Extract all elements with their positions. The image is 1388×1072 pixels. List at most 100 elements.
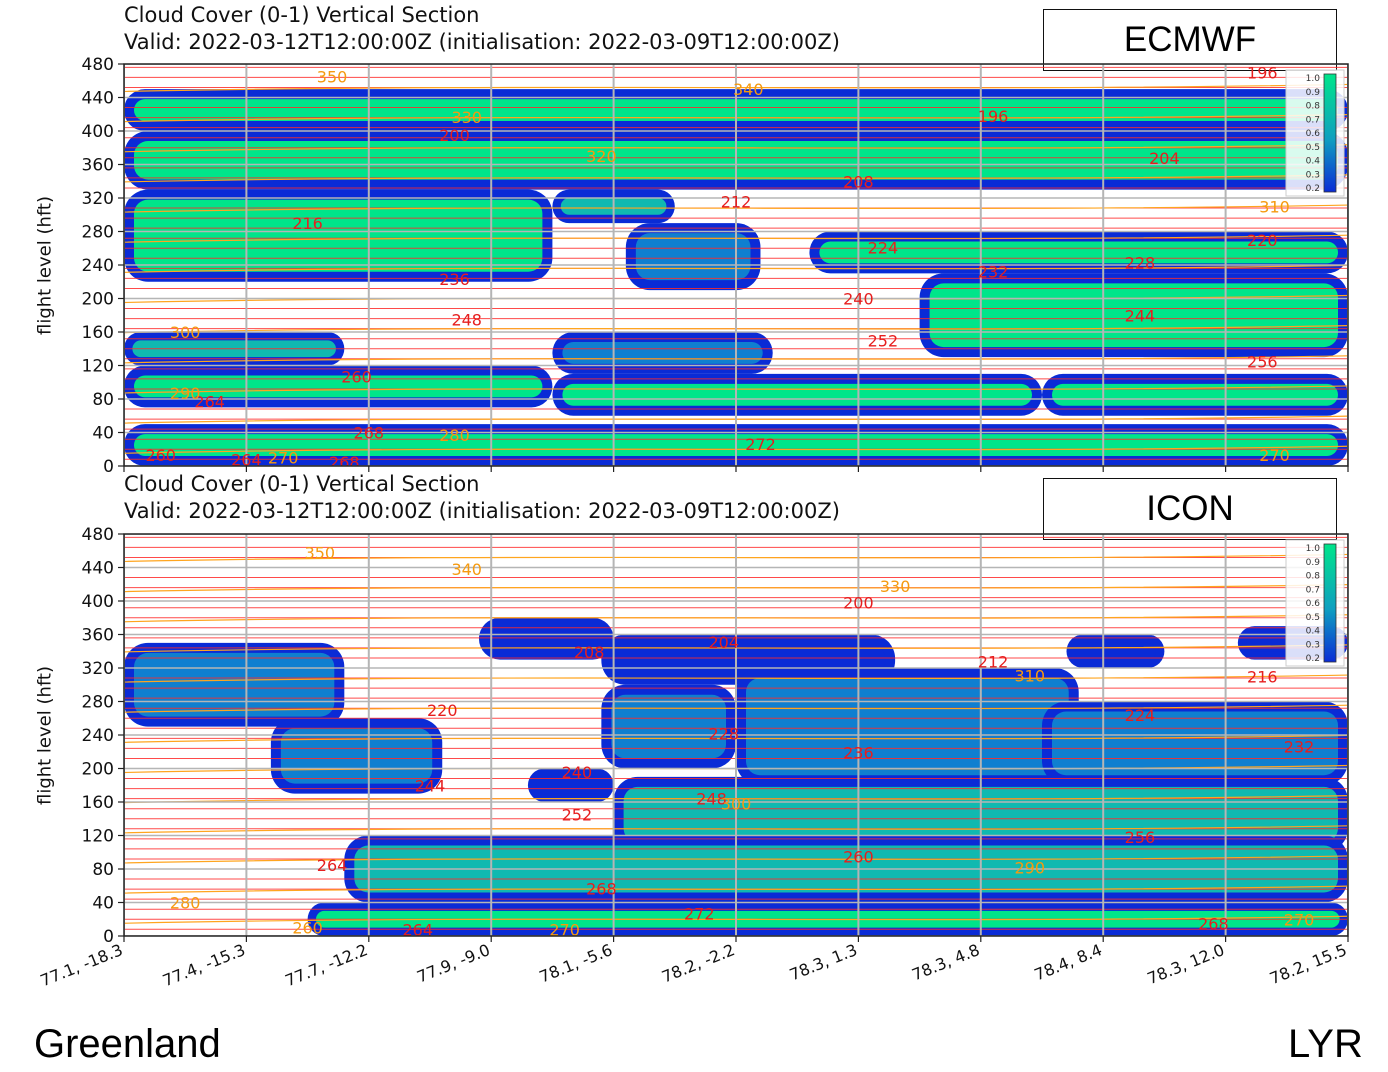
temperature-contour-label: 224: [868, 238, 899, 257]
x-tick-label: 77.7, -12.2: [282, 940, 370, 990]
y-tick-label: 480: [82, 55, 114, 75]
temperature-contour-label: 204: [708, 633, 739, 652]
cloud-layer: [635, 233, 751, 281]
theta-contour-label: 290: [1014, 858, 1045, 877]
y-tick-label: 0: [103, 927, 114, 947]
cloud-layer: [536, 776, 606, 794]
temperature-contour-label: 208: [843, 172, 874, 191]
temperature-contour-label: 244: [415, 776, 446, 795]
temperature-contour-label: 212: [721, 192, 752, 211]
colorbar-tick-label: 0.9: [1306, 88, 1321, 98]
colorbar-tick-label: 0.7: [1306, 585, 1320, 595]
colorbar-tick-label: 0.2: [1306, 184, 1320, 194]
temperature-contour-label: 264: [194, 393, 225, 412]
y-tick-label: 80: [92, 390, 114, 410]
colorbar-tick-label: 0.7: [1306, 115, 1320, 125]
theta-contour-label: 270: [268, 449, 299, 468]
temperature-contour-label: 260: [341, 367, 372, 386]
temperature-contour-label: 216: [1247, 667, 1278, 686]
cloud-layer: [562, 342, 763, 364]
temperature-contour-label: 208: [574, 643, 605, 662]
temperature-contour-label: 220: [1247, 231, 1278, 250]
temperature-contour-label: 240: [843, 290, 874, 309]
temperature-contour-label: 236: [439, 270, 470, 289]
theta-contour-label: 300: [721, 795, 752, 814]
temperature-contour-label: 232: [978, 263, 1009, 282]
cloud-layer: [280, 728, 433, 784]
bottom-panel-title: Cloud Cover (0-1) Vertical Section: [124, 472, 480, 496]
theta-contour-label: 270: [1259, 446, 1290, 465]
temperature-contour-label: 252: [868, 331, 899, 350]
x-tick-label: 78.1, -5.6: [537, 940, 616, 986]
colorbar-tick-label: 0.8: [1306, 572, 1321, 582]
x-tick-label: 77.4, -15.3: [160, 940, 248, 990]
bottom-model-label: ICON: [1043, 478, 1337, 540]
theta-contour-label: 310: [1014, 667, 1045, 686]
temperature-contour-label: 260: [843, 847, 874, 866]
temperature-contour-label: 268: [329, 453, 360, 472]
colorbar-tick-label: 0.4: [1306, 157, 1321, 167]
colorbar-tick-label: 0.9: [1306, 558, 1321, 568]
colorbar-tick-label: 0.2: [1306, 654, 1320, 664]
colorbar-tick-label: 1.0: [1306, 544, 1321, 554]
colorbar-gradient: [1323, 73, 1337, 193]
x-tick-label: 77.9, -9.0: [414, 940, 493, 986]
temperature-contour-label: 216: [292, 214, 323, 233]
theta-contour-label: 350: [305, 543, 336, 562]
y-tick-label: 240: [82, 256, 114, 276]
end-location-label: LYR: [1288, 1022, 1363, 1066]
temperature-contour-label: 268: [1198, 914, 1229, 933]
y-tick-label: 400: [82, 592, 114, 612]
theta-contour-label: 260: [292, 919, 323, 938]
theta-contour-label: 270: [549, 920, 580, 939]
y-tick-label: 40: [92, 424, 114, 444]
x-tick-label: 78.2, 15.5: [1267, 940, 1350, 988]
colorbar-tick-label: 0.3: [1306, 170, 1320, 180]
temperature-contour-label: 264: [402, 920, 433, 939]
y-tick-label: 80: [92, 860, 114, 880]
temperature-contour-label: 236: [843, 744, 874, 763]
theta-contour-label: 350: [317, 68, 348, 87]
temperature-contour-label: 220: [427, 701, 458, 720]
y-tick-label: 160: [82, 793, 114, 813]
top-panel-subtitle: Valid: 2022-03-12T12:00:00Z (initialisat…: [124, 30, 840, 54]
x-tick-label: 78.3, 4.8: [909, 940, 982, 984]
colorbar-tick-label: 0.5: [1306, 613, 1320, 623]
x-tick-label: 77.1, -18.3: [38, 940, 126, 990]
temperature-contour-label: 248: [696, 790, 727, 809]
temperature-contour-label: 228: [1125, 253, 1156, 272]
cloud-layer: [488, 627, 604, 650]
colorbar-tick-label: 0.6: [1306, 599, 1321, 609]
y-tick-label: 320: [82, 189, 114, 209]
temperature-contour-label: 272: [745, 435, 776, 454]
temperature-contour-label: 212: [978, 652, 1009, 671]
theta-contour-label: 280: [439, 426, 470, 445]
theta-contour-label: 290: [170, 384, 201, 403]
y-tick-label: 440: [82, 559, 114, 579]
temperature-contour-label: 224: [1125, 706, 1156, 725]
temperature-contour-label: 260: [145, 446, 176, 465]
cloud-layer: [562, 383, 1032, 406]
y-tick-label: 240: [82, 726, 114, 746]
y-tick-label: 280: [82, 693, 114, 713]
theta-contour-label: 320: [586, 147, 617, 166]
temperature-contour-label: 196: [1247, 63, 1278, 82]
theta-contour-label: 330: [451, 108, 482, 127]
colorbar-tick-label: 1.0: [1306, 74, 1321, 84]
temperature-contour-label: 256: [1247, 352, 1278, 371]
cloud-layer: [134, 375, 543, 398]
y-tick-label: 320: [82, 659, 114, 679]
theta-contour-label: 310: [1259, 197, 1290, 216]
theta-contour-label: 340: [451, 560, 482, 579]
cloud-layer: [611, 694, 726, 759]
theta-contour-label: 330: [880, 577, 911, 596]
temperature-contour-label: 200: [439, 126, 470, 145]
x-tick-label: 78.4, 8.4: [1032, 940, 1105, 984]
temperature-contour-label: 244: [1125, 306, 1156, 325]
temperature-contour-label: 232: [1284, 738, 1315, 757]
cloud-layer: [611, 644, 886, 675]
cloud-layer: [1052, 711, 1338, 776]
y-tick-label: 0: [103, 457, 114, 477]
panel-ecmwf: 196 196 200 204 208 212 216 220 224 228 232 236 240 2…: [82, 55, 1349, 477]
